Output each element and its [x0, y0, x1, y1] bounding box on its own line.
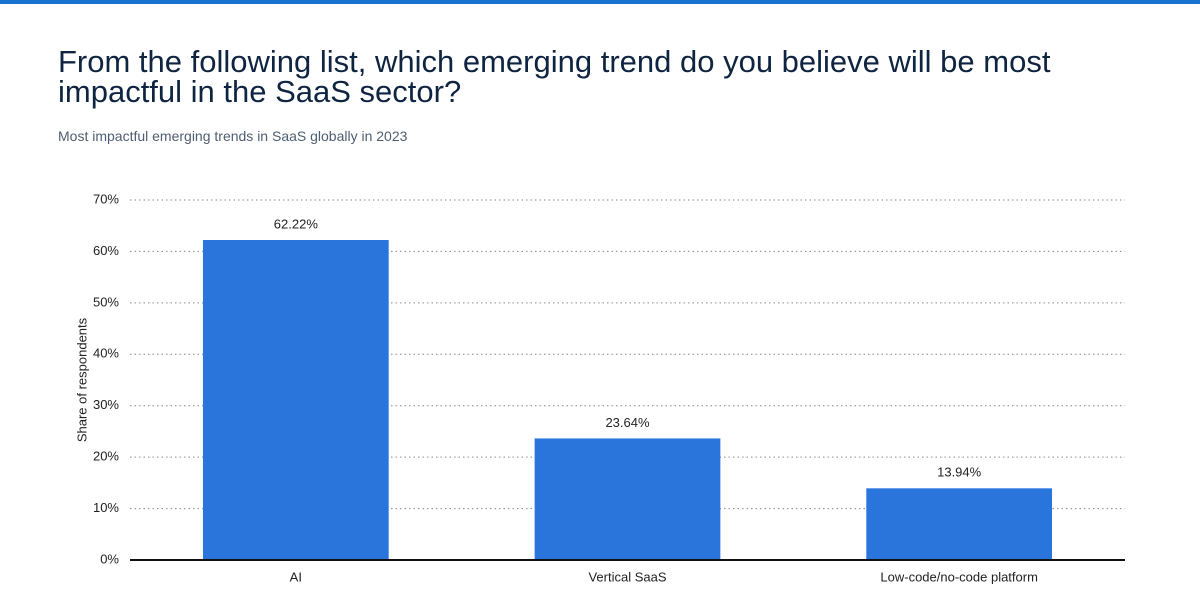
- bar: [866, 488, 1053, 560]
- y-tick-label: 60%: [93, 243, 119, 258]
- y-tick-label: 40%: [93, 346, 119, 361]
- y-tick-label: 30%: [93, 397, 119, 412]
- chart-subtitle: Most impactful emerging trends in SaaS g…: [58, 128, 408, 144]
- x-tick-label: AI: [290, 569, 302, 584]
- y-tick-label: 50%: [93, 294, 119, 309]
- value-label: 23.64%: [605, 415, 650, 430]
- x-tick-label: Vertical SaaS: [588, 569, 666, 584]
- bar: [202, 240, 389, 561]
- chart-title: From the following list, which emerging …: [58, 44, 1051, 109]
- y-axis-label: Share of respondents: [74, 317, 89, 442]
- x-tick-label: Low-code/no-code platform: [880, 569, 1038, 584]
- value-label: 13.94%: [937, 465, 982, 480]
- bar: [534, 438, 721, 560]
- y-tick-label: 0%: [100, 551, 119, 566]
- y-tick-label: 10%: [93, 500, 119, 515]
- top-bar: [0, 0, 1200, 4]
- value-label: 62.22%: [274, 216, 319, 231]
- y-tick-label: 70%: [93, 191, 119, 206]
- y-tick-label: 20%: [93, 449, 119, 464]
